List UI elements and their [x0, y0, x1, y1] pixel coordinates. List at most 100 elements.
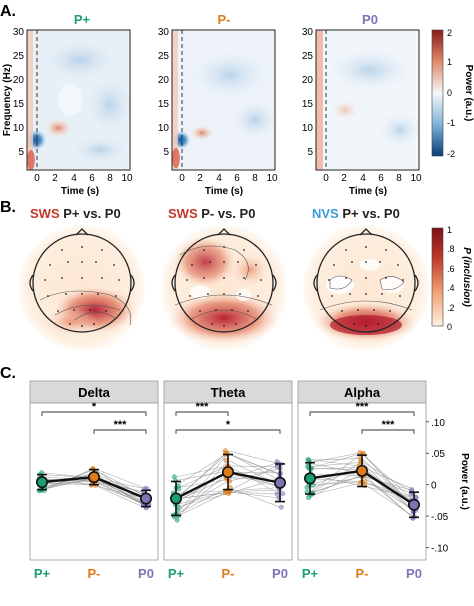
topomap-title-3: NVS P+ vs. P0: [312, 206, 400, 221]
spectrogram-title-p-minus: P-: [218, 12, 231, 27]
subject-point: [305, 457, 311, 462]
y-tick-label: .05: [431, 449, 445, 460]
x-tick: 8: [396, 173, 402, 184]
significance-bracket: [175, 429, 281, 434]
y-tick-label: .10: [431, 418, 445, 429]
topomap-condition: NVS: [312, 206, 339, 221]
x-tick: 6: [378, 173, 384, 184]
time-axis-label: Time (s): [61, 186, 99, 197]
y-tick: 30: [13, 27, 25, 38]
significance-bracket: [175, 411, 229, 416]
y-tick: 15: [13, 99, 25, 110]
x-tick: 2: [197, 173, 203, 184]
colorbar-tick: -1: [447, 118, 455, 128]
spectrogram-p-plus: [26, 29, 131, 171]
mean-point: [222, 466, 235, 479]
colorbar-tick: -2: [447, 149, 455, 159]
y-tick: 20: [158, 75, 170, 86]
mean-point: [303, 472, 316, 485]
y-tick: 25: [302, 51, 314, 62]
y-tick: 5: [18, 147, 24, 158]
x-tick: 6: [234, 173, 240, 184]
x-tick: 6: [89, 173, 95, 184]
significance-label: ***: [382, 419, 396, 431]
x-tick: 8: [107, 173, 113, 184]
svg-text:SWS P+ vs. P0: SWS P+ vs. P0: [30, 206, 121, 221]
spectrogram-p-minus: [171, 29, 276, 171]
mean-point: [88, 471, 101, 484]
y-tick: 30: [158, 27, 170, 38]
spectrogram-title-p-zero: P0: [362, 12, 378, 27]
topomap-sws-p-plus-vs-p-zero: [19, 225, 145, 351]
topomap-contrast: P+ vs. P0: [342, 206, 399, 221]
power-colorbar: 2 1 0 -1 -2 Power (a.u.): [431, 28, 474, 159]
significance-label: ***: [196, 401, 210, 413]
y-axis-label: Power (a.u.): [459, 453, 470, 510]
y-tick: 20: [13, 75, 25, 86]
spectrogram-y-ticks: 30 25 20 15 10 5 30 25 20 15 10 5 30 25 …: [13, 27, 314, 158]
colorbar-tick: .4: [447, 283, 455, 293]
colorbar-tick: 0: [447, 322, 452, 332]
facet-alpha: Alpha******P+ P- P0: [297, 380, 427, 581]
x-tick: 10: [266, 173, 278, 184]
mean-point: [140, 492, 153, 505]
mean-point: [170, 492, 183, 505]
spectrogram-title-p-plus: P+: [74, 12, 91, 27]
spectrogram-x-ticks: 0 2 4 6 8 10 0 2 4 6 8 10 0 2 4 6 8 10: [34, 173, 422, 184]
colorbar-tick: 2: [447, 28, 452, 38]
subject-point: [304, 485, 310, 490]
subject-point: [176, 504, 181, 510]
x-tick-label: P+: [34, 566, 51, 581]
y-axis-right: .10 .05 0 -.05 -.10 Power (a.u.): [426, 418, 470, 554]
topomap-nvs-p-plus-vs-p-zero: [303, 225, 429, 351]
topomap-title-2: SWS P- vs. P0: [168, 206, 255, 221]
mean-point: [273, 476, 286, 489]
x-tick: 10: [121, 173, 133, 184]
svg-text:NVS P+ vs. P0: NVS P+ vs. P0: [312, 206, 400, 221]
colorbar-tick: .8: [447, 244, 455, 254]
y-tick: 5: [307, 147, 313, 158]
panel-label-c: C.: [0, 365, 16, 382]
topomap-condition: SWS: [168, 206, 198, 221]
x-tick: 4: [360, 173, 366, 184]
x-tick: 4: [216, 173, 222, 184]
spectrogram-p-zero: [315, 29, 420, 171]
x-tick-label: P0: [406, 566, 422, 581]
colorbar-tick: 1: [447, 57, 452, 67]
x-tick: 8: [252, 173, 258, 184]
svg-text:SWS P- vs. P0: SWS P- vs. P0: [168, 206, 255, 221]
panel-b: SWS P+ vs. P0 SWS P- vs. P0 NVS P+ vs. P…: [19, 206, 472, 351]
mean-point: [35, 476, 48, 489]
significance-bracket: [93, 429, 147, 434]
y-tick: 15: [302, 99, 314, 110]
inclusion-colorbar: 1 .8 .6 .4 .2 0 P (inclusion): [431, 225, 472, 332]
x-tick-label: P+: [168, 566, 185, 581]
topomap-contrast: P+ vs. P0: [63, 206, 120, 221]
y-tick-label: 0: [431, 481, 437, 492]
mean-point: [407, 498, 420, 511]
y-tick-label: -.05: [431, 512, 449, 523]
time-axis-label: Time (s): [205, 186, 243, 197]
topomap-sws-p-minus-vs-p-zero: [161, 225, 287, 351]
x-tick-label: P0: [272, 566, 288, 581]
subject-point: [171, 474, 177, 480]
y-tick: 10: [158, 123, 170, 134]
panel-a: P+ P- P0 Frequency (Hz): [2, 12, 474, 197]
y-tick: 30: [302, 27, 314, 38]
panel-label-b: B.: [0, 199, 16, 216]
x-tick: 0: [323, 173, 329, 184]
x-tick: 2: [52, 173, 58, 184]
facet-title: Delta: [78, 385, 111, 400]
x-tick-label: P+: [302, 566, 319, 581]
colorbar-label: Power (a.u.): [463, 65, 474, 122]
x-tick: 10: [410, 173, 422, 184]
significance-bracket: [361, 429, 415, 434]
x-tick-label: P-: [88, 566, 101, 581]
x-tick: 2: [341, 173, 347, 184]
facet-title: Theta: [211, 385, 246, 400]
y-tick: 25: [158, 51, 170, 62]
colorbar-tick: .6: [447, 264, 455, 274]
